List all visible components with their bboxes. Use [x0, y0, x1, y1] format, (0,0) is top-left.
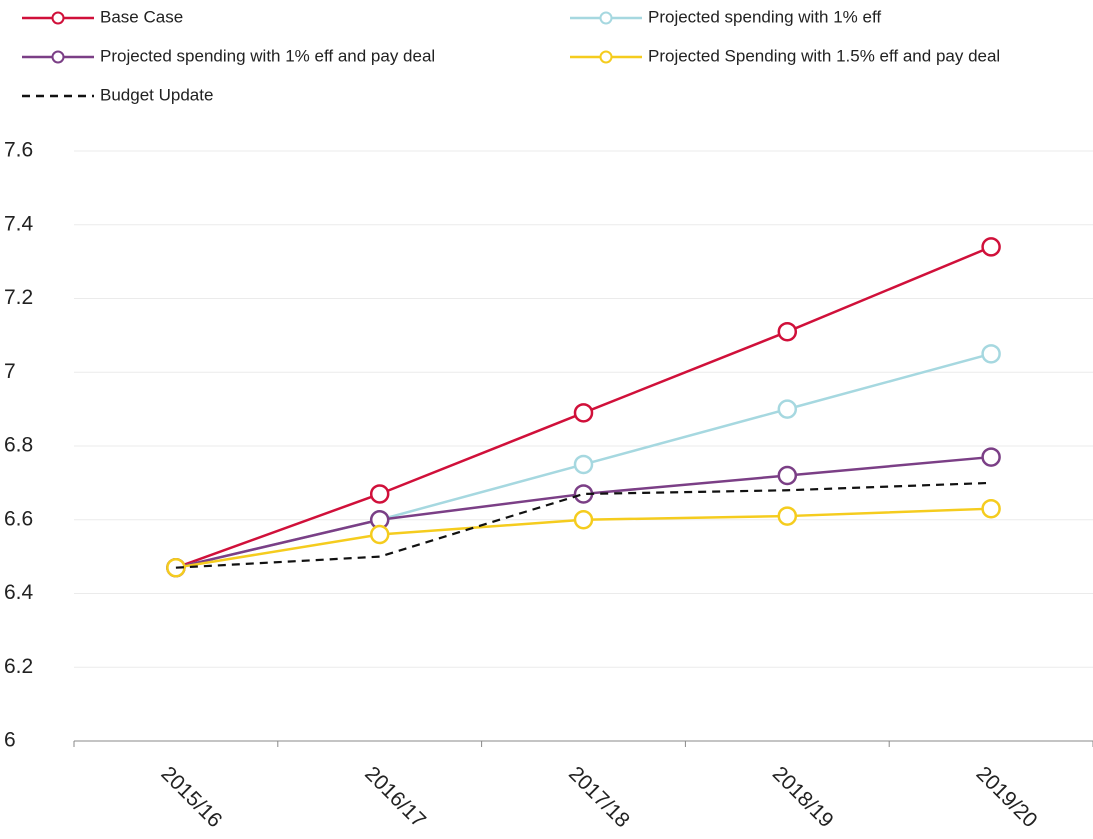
x-tick-label: 2019/20 — [972, 762, 1042, 832]
y-tick-label: 6.8 — [4, 434, 33, 457]
y-tick-label: 6.4 — [4, 581, 34, 604]
legend-label: Projected Spending with 1.5% eff and pay… — [648, 46, 1000, 65]
legend-label: Base Case — [100, 7, 183, 26]
marker — [369, 484, 390, 504]
marker — [981, 237, 1001, 257]
legend-marker — [599, 50, 613, 64]
legend-marker — [599, 11, 613, 25]
legend-marker — [51, 50, 65, 64]
x-tick-label: 2015/16 — [156, 762, 226, 832]
legend-label: Projected spending with 1% eff and pay d… — [100, 46, 435, 65]
marker — [777, 399, 798, 419]
y-tick-label: 6 — [4, 729, 16, 752]
marker — [777, 506, 798, 526]
y-tick-label: 7.2 — [4, 286, 33, 309]
y-tick-label: 6.2 — [4, 655, 33, 678]
marker — [369, 524, 390, 545]
marker — [777, 321, 798, 342]
y-tick-label: 6.6 — [4, 507, 33, 530]
legend-label: Budget Update — [100, 85, 213, 104]
x-tick-label: 2017/18 — [564, 762, 634, 832]
x-tick-label: 2018/19 — [768, 762, 838, 832]
series-line — [175, 481, 992, 569]
marker — [777, 465, 798, 486]
marker — [573, 403, 594, 423]
marker — [573, 454, 594, 475]
marker — [573, 510, 594, 530]
legend-label: Projected spending with 1% eff — [648, 7, 881, 26]
marker — [981, 447, 1001, 467]
y-tick-label: 7 — [4, 360, 16, 383]
marker — [981, 344, 1001, 364]
legend-marker — [51, 11, 65, 25]
y-tick-label: 7.4 — [4, 212, 34, 235]
y-tick-label: 7.6 — [4, 139, 33, 162]
marker — [981, 498, 1001, 519]
x-tick-label: 2016/17 — [360, 762, 430, 832]
